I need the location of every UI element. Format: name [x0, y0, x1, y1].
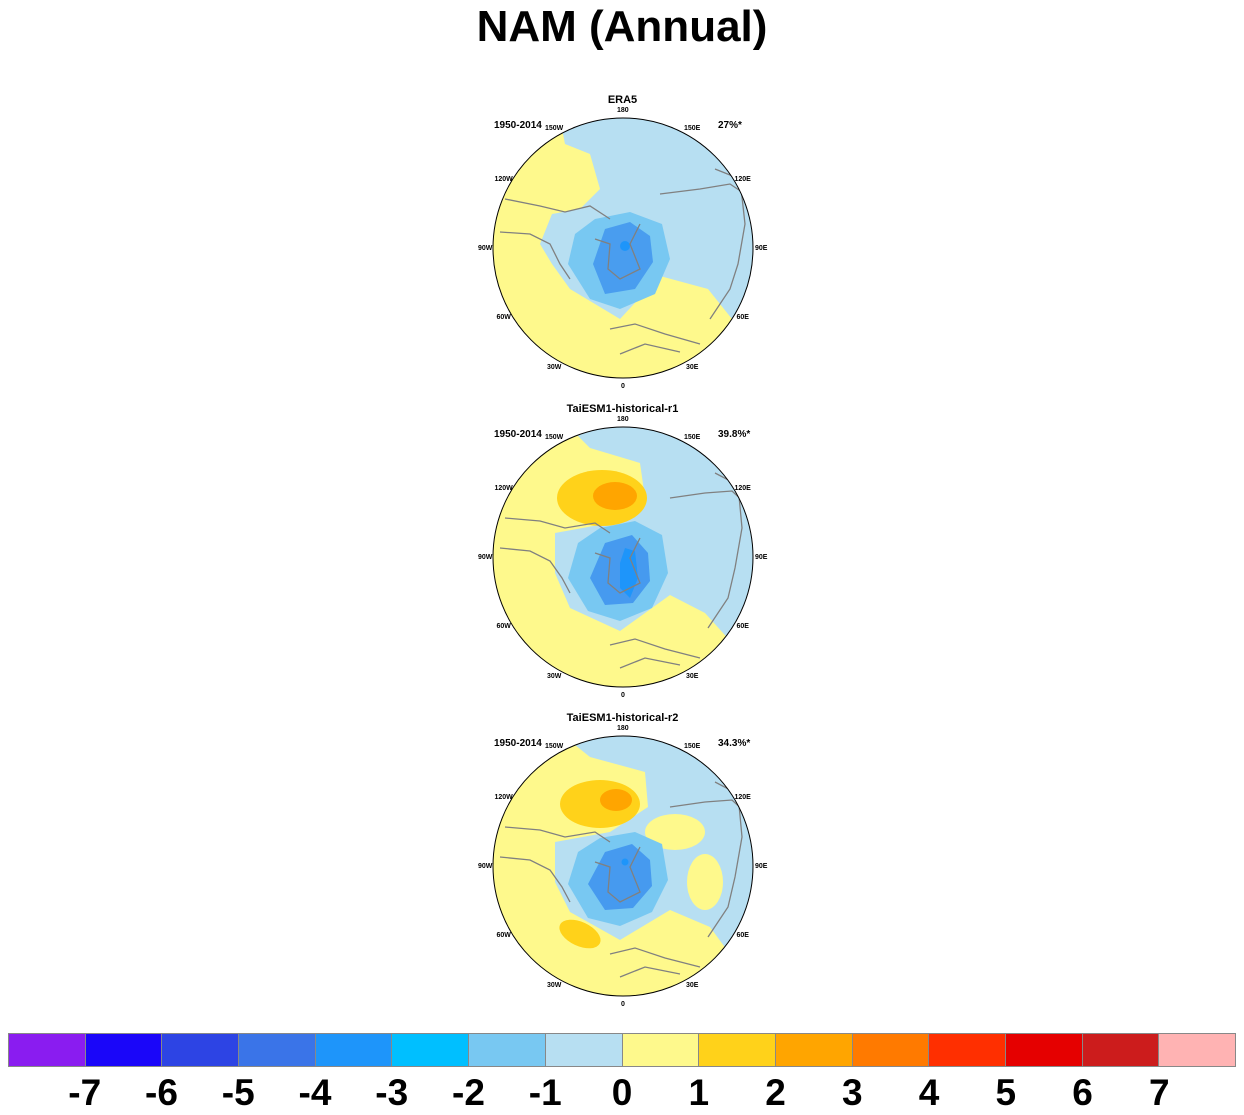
- panel-period: 1950-2014: [494, 738, 542, 749]
- longitude-label: 30E: [686, 673, 699, 680]
- colorbar-label: -3: [375, 1072, 409, 1113]
- longitude-label: 150E: [684, 124, 701, 132]
- longitude-label: 60W: [496, 622, 511, 630]
- longitude-label: 120W: [494, 175, 513, 183]
- longitude-label: 30W: [547, 982, 562, 989]
- longitude-label: 180: [617, 106, 629, 114]
- panel-title: TaiESM1-historical-r1: [566, 403, 679, 415]
- panel-period: 1950-2014: [494, 429, 542, 440]
- longitude-label: 150W: [545, 124, 564, 132]
- longitude-label: 120E: [734, 793, 751, 801]
- colorbar-label: 6: [1072, 1072, 1093, 1113]
- panel-variance: 27%*: [718, 120, 742, 131]
- colorbar-swatch: [162, 1034, 240, 1066]
- panel-title: ERA5: [607, 94, 638, 106]
- longitude-label: 120W: [494, 793, 513, 801]
- colorbar-swatch: [699, 1034, 776, 1066]
- longitude-label: 60E: [736, 622, 749, 630]
- colorbar-swatch: [392, 1034, 470, 1066]
- colorbar-swatch: [239, 1034, 316, 1066]
- longitude-label: 90E: [755, 553, 768, 561]
- longitude-label: 60W: [496, 313, 511, 321]
- longitude-label: 30E: [686, 982, 699, 989]
- map-panel-r1: TaiESM1-historical-r1 1950-2014 39.8%* 1…: [470, 403, 775, 703]
- colorbar-label: 4: [918, 1072, 940, 1113]
- longitude-label: 90W: [478, 244, 493, 252]
- colorbar-label: 7: [1148, 1072, 1170, 1113]
- longitude-label: 180: [617, 415, 629, 423]
- longitude-label: 30E: [686, 364, 699, 371]
- longitude-label: 30W: [547, 673, 562, 680]
- longitude-label: 0: [621, 382, 625, 390]
- panel-title: TaiESM1-historical-r2: [566, 712, 679, 724]
- panel-variance: 39.8%*: [718, 429, 751, 440]
- colorbar-label: -6: [145, 1072, 178, 1113]
- colorbar-swatch: [85, 1034, 163, 1066]
- polar-map: [492, 426, 754, 688]
- longitude-label: 180: [617, 724, 629, 732]
- longitude-label: 0: [621, 691, 625, 699]
- colorbar-swatch: [9, 1034, 86, 1066]
- colorbar-swatch: [1005, 1034, 1083, 1066]
- panel-period: 1950-2014: [494, 120, 542, 131]
- longitude-label: 120W: [494, 484, 513, 492]
- map-panel-r2: TaiESM1-historical-r2 1950-2014 34.3%* 1…: [470, 712, 775, 1012]
- longitude-label: 150W: [545, 433, 564, 441]
- colorbar-swatch: [775, 1034, 853, 1066]
- colorbar-label: 1: [688, 1072, 710, 1113]
- longitude-label: 90E: [755, 244, 768, 252]
- colorbar-label: -2: [452, 1072, 485, 1113]
- longitude-label: 150E: [684, 433, 701, 441]
- colorbar-label: -7: [68, 1072, 102, 1113]
- polar-map: [492, 735, 754, 997]
- colorbar-label: 5: [995, 1072, 1017, 1113]
- map-panel-era5: ERA5 1950-2014 27%* 180 150E 120E 90E 60E 30E…: [470, 94, 775, 394]
- figure-title: NAM (Annual): [476, 2, 768, 51]
- colorbar-swatch: [1159, 1034, 1235, 1066]
- panel-variance: 34.3%*: [718, 738, 751, 749]
- longitude-label: 60W: [496, 931, 511, 939]
- colorbar-swatch: [315, 1034, 393, 1066]
- longitude-label: 150E: [684, 742, 701, 750]
- longitude-label: 150W: [545, 742, 564, 750]
- colorbar-label: -4: [298, 1072, 332, 1113]
- colorbar-label: 2: [765, 1072, 786, 1113]
- longitude-label: 120E: [734, 484, 751, 492]
- colorbar-swatch: [852, 1034, 930, 1066]
- longitude-label: 120E: [734, 175, 751, 183]
- longitude-label: 90E: [755, 862, 768, 870]
- longitude-label: 0: [621, 1000, 625, 1008]
- longitude-label: 60E: [736, 931, 749, 939]
- polar-map: [492, 117, 754, 379]
- longitude-label: 60E: [736, 313, 749, 321]
- colorbar-label: -1: [528, 1072, 562, 1113]
- longitude-label: 90W: [478, 553, 493, 561]
- colorbar-label: 0: [611, 1072, 633, 1113]
- longitude-label: 90W: [478, 862, 493, 870]
- colorbar-swatch: [1082, 1034, 1160, 1066]
- colorbar-swatch: [545, 1034, 623, 1066]
- colorbar-label: 3: [841, 1072, 863, 1113]
- colorbar-swatch: [929, 1034, 1006, 1066]
- colorbar-swatch: [469, 1034, 546, 1066]
- longitude-label: 30W: [547, 364, 562, 371]
- colorbar-label: -5: [221, 1072, 255, 1113]
- colorbar-swatch: [622, 1034, 700, 1066]
- colorbar: [8, 1033, 1236, 1067]
